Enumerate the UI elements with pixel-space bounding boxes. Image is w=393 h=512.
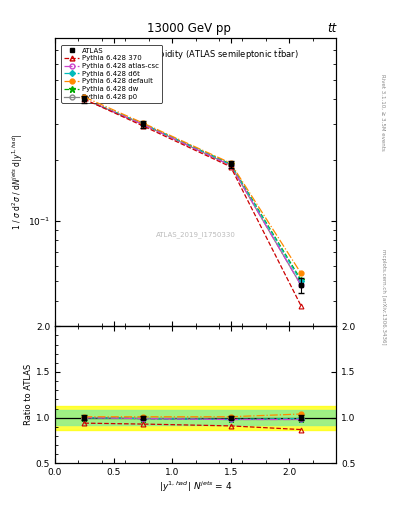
Text: tt: tt bbox=[327, 22, 336, 35]
Text: mcplots.cern.ch [arXiv:1306.3436]: mcplots.cern.ch [arXiv:1306.3436] bbox=[381, 249, 386, 345]
Bar bbox=[55, 406, 336, 430]
Text: 13000 GeV pp: 13000 GeV pp bbox=[147, 22, 231, 35]
X-axis label: $|y^{1,had}|$ $N^{jets}$ = 4: $|y^{1,had}|$ $N^{jets}$ = 4 bbox=[159, 480, 232, 495]
Y-axis label: Ratio to ATLAS: Ratio to ATLAS bbox=[24, 364, 33, 425]
Text: Rapidity (ATLAS semileptonic t$\bar{t}$bar): Rapidity (ATLAS semileptonic t$\bar{t}$b… bbox=[148, 47, 299, 62]
Y-axis label: 1 / $\sigma$ d$^2$$\sigma$ / d$N^{jets}$ d$|y^{1,had}|$: 1 / $\sigma$ d$^2$$\sigma$ / d$N^{jets}$… bbox=[11, 134, 25, 230]
Bar bbox=[55, 410, 336, 425]
Legend: ATLAS, Pythia 6.428 370, Pythia 6.428 atlas-csc, Pythia 6.428 d6t, Pythia 6.428 : ATLAS, Pythia 6.428 370, Pythia 6.428 at… bbox=[61, 45, 162, 103]
Text: Rivet 3.1.10, ≥ 3.5M events: Rivet 3.1.10, ≥ 3.5M events bbox=[381, 74, 386, 151]
Text: ATLAS_2019_I1750330: ATLAS_2019_I1750330 bbox=[156, 231, 235, 238]
